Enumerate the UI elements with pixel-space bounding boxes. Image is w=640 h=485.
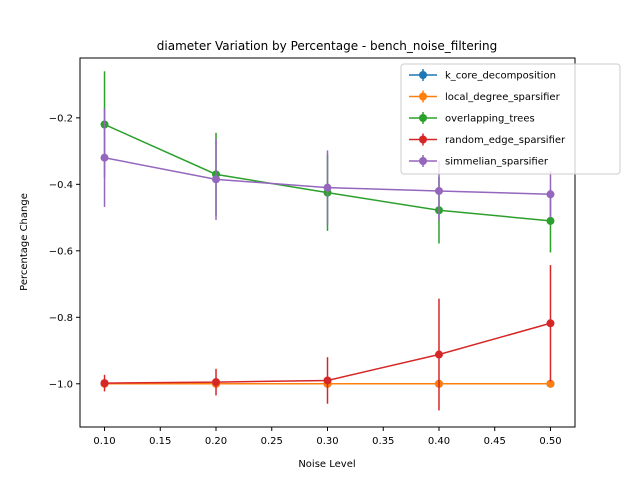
x-tick-label: 0.30 (316, 436, 338, 447)
legend-item: k_core_decomposition (409, 69, 556, 82)
data-point (212, 175, 221, 184)
legend-marker (419, 71, 427, 79)
x-tick-label: 0.15 (149, 436, 171, 447)
legend: k_core_decomposition local_degree_sparsif… (400, 63, 621, 175)
data-point (100, 153, 109, 162)
series-random-edge-sparsifier (100, 265, 555, 411)
legend-marker (419, 135, 427, 144)
legend-marker (419, 114, 427, 122)
x-tick-label: 0.25 (261, 436, 283, 447)
y-tick-label: −0.4 (49, 180, 73, 191)
chart-title: diameter Variation by Percentage - bench… (157, 39, 497, 53)
y-tick-label: −0.2 (49, 113, 73, 124)
legend-box (400, 63, 621, 175)
y-axis-label: Percentage Change (19, 193, 30, 291)
x-axis-label: Noise Level (298, 459, 355, 470)
data-point (546, 319, 555, 328)
legend-label: random_edge_sparsifier (445, 135, 566, 146)
y-axis-ticks: −1.0 −0.8 −0.6 −0.4 −0.2 (49, 113, 80, 390)
data-point (323, 376, 332, 385)
y-tick-label: −1.0 (49, 379, 73, 390)
x-tick-label: 0.45 (484, 436, 506, 447)
data-point (546, 379, 555, 388)
data-point (323, 183, 332, 192)
plot-marks (100, 71, 555, 411)
y-tick-label: −0.8 (49, 313, 73, 324)
legend-item: simmelian_sparsifier (409, 155, 549, 168)
data-point (212, 378, 221, 387)
data-point (434, 186, 443, 195)
data-point (434, 350, 443, 359)
legend-item: random_edge_sparsifier (409, 133, 566, 146)
data-point (546, 190, 555, 199)
y-tick-label: −0.6 (49, 246, 73, 257)
legend-marker (419, 157, 427, 165)
legend-label: local_degree_sparsifier (445, 92, 561, 103)
x-tick-label: 0.20 (205, 436, 227, 447)
series-simmelian-sparsifier (100, 108, 555, 225)
x-tick-label: 0.10 (93, 436, 115, 447)
x-axis-ticks: 0.10 0.15 0.20 0.25 0.30 0.35 0.40 0.45 0.50 (93, 427, 562, 447)
legend-marker (419, 92, 427, 101)
legend-label: k_core_decomposition (445, 71, 556, 82)
legend-item: overlapping_trees (409, 112, 535, 125)
legend-label: overlapping_trees (445, 114, 535, 125)
x-tick-label: 0.50 (539, 436, 561, 447)
legend-item: local_degree_sparsifier (409, 90, 561, 103)
x-tick-label: 0.40 (428, 436, 450, 447)
legend-label: simmelian_sparsifier (445, 157, 549, 168)
data-point (546, 216, 555, 225)
data-point (100, 379, 109, 388)
x-tick-label: 0.35 (372, 436, 394, 447)
